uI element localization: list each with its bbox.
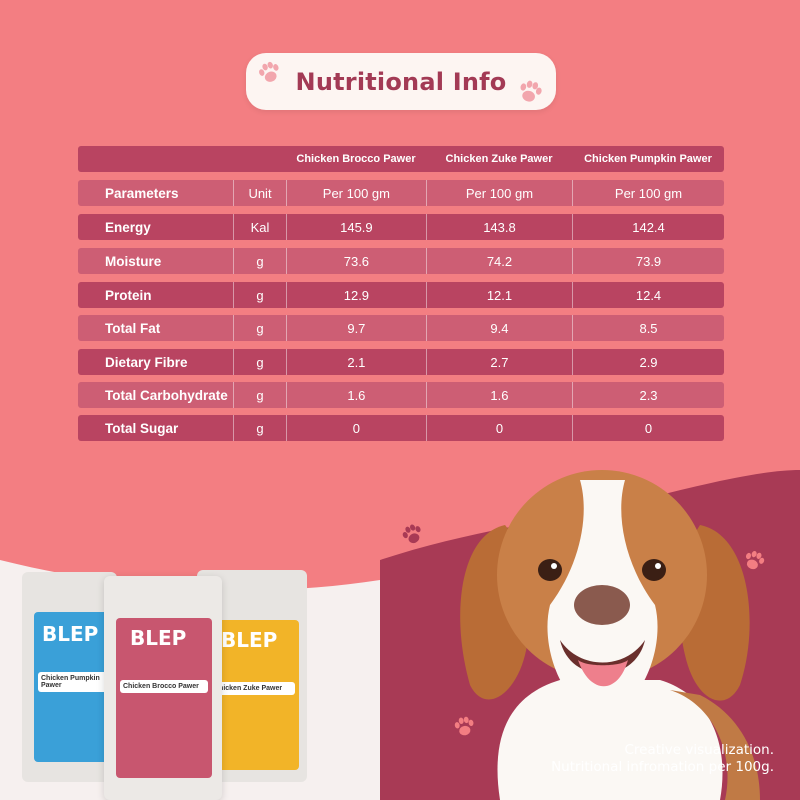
title-badge: Nutritional Info bbox=[246, 53, 556, 110]
paw-print-icon bbox=[454, 716, 474, 736]
row-parameter: Total Carbohydrate bbox=[105, 387, 228, 403]
row-value: 12.9 bbox=[343, 287, 370, 303]
pack-brand: BLEP bbox=[42, 622, 99, 646]
product-name: Chicken Brocco Pawer bbox=[296, 153, 416, 165]
table-row: Energy Kal 145.9 143.8 142.4 bbox=[78, 214, 724, 240]
row-unit: g bbox=[256, 253, 264, 269]
pack-brand: BLEP bbox=[130, 626, 187, 650]
row-value: 0 bbox=[352, 420, 360, 436]
dog-image bbox=[460, 470, 760, 800]
row-parameter: Protein bbox=[105, 287, 152, 303]
pack-brand: BLEP bbox=[221, 628, 278, 652]
row-value: 2.1 bbox=[347, 354, 366, 370]
per-header: Per 100 gm bbox=[465, 185, 534, 201]
pack-name: Chicken Brocco Pawer bbox=[120, 680, 208, 693]
table-row: Total Carbohydrate g 1.6 1.6 2.3 bbox=[78, 382, 724, 408]
paw-print-icon bbox=[402, 524, 421, 544]
row-value: 0 bbox=[495, 420, 504, 436]
table-product-header: Chicken Brocco Pawer Chicken Zuke Pawer … bbox=[78, 146, 724, 172]
row-value: 143.8 bbox=[483, 219, 516, 235]
row-unit: g bbox=[256, 420, 264, 436]
row-value: 9.7 bbox=[347, 320, 366, 336]
row-value: 2.3 bbox=[639, 387, 658, 403]
row-value: 142.4 bbox=[632, 219, 665, 235]
row-value: 9.4 bbox=[490, 320, 509, 336]
row-unit: g bbox=[256, 287, 264, 303]
parameters-header: Parameters bbox=[105, 185, 179, 201]
paw-print-icon bbox=[520, 80, 542, 102]
product-pack: BLEP Chicken Brocco Pawer bbox=[104, 576, 222, 800]
paw-print-icon bbox=[259, 61, 279, 82]
row-unit: g bbox=[256, 354, 264, 370]
row-value: 73.6 bbox=[343, 253, 370, 269]
table-row: Total Fat g 9.7 9.4 8.5 bbox=[78, 315, 724, 341]
product-name: Chicken Zuke Pawer bbox=[445, 153, 553, 165]
row-value: 1.6 bbox=[347, 387, 366, 403]
row-parameter: Dietary Fibre bbox=[105, 354, 188, 370]
pack-name: Chicken Zuke Pawer bbox=[211, 682, 295, 695]
page-title: Nutritional Info bbox=[295, 67, 507, 96]
row-value: 12.4 bbox=[635, 287, 662, 303]
row-unit: g bbox=[256, 320, 264, 336]
row-parameter: Energy bbox=[105, 219, 151, 235]
row-unit: g bbox=[256, 387, 264, 403]
row-value: 1.6 bbox=[490, 387, 509, 403]
row-parameter: Total Sugar bbox=[105, 420, 179, 436]
table-row: Total Sugar g 0 0 0 bbox=[78, 415, 724, 441]
paw-print-icon bbox=[745, 551, 765, 570]
row-unit: Kal bbox=[250, 219, 270, 235]
caption-line-2: Nutritional infromation per 100g. bbox=[551, 759, 774, 775]
row-value: 12.1 bbox=[486, 287, 513, 303]
product-name: Chicken Pumpkin Pawer bbox=[584, 153, 712, 165]
row-parameter: Moisture bbox=[105, 253, 162, 269]
per-header: Per 100 gm bbox=[322, 185, 390, 201]
row-value: 0 bbox=[644, 420, 653, 436]
table-row: Moisture g 73.6 74.2 73.9 bbox=[78, 248, 724, 274]
per-header: Per 100 gm bbox=[614, 185, 683, 201]
caption: Creative visualization. Nutritional infr… bbox=[551, 742, 774, 776]
row-value: 145.9 bbox=[340, 219, 373, 235]
product-pack: BLEP Chicken Pumpkin Pawer bbox=[22, 572, 117, 782]
row-value: 74.2 bbox=[486, 253, 513, 269]
pack-name: Chicken Pumpkin Pawer bbox=[38, 672, 112, 692]
row-value: 2.9 bbox=[639, 354, 658, 370]
row-parameter: Total Fat bbox=[105, 320, 161, 336]
unit-header: Unit bbox=[248, 185, 272, 201]
table-row: Protein g 12.9 12.1 12.4 bbox=[78, 282, 724, 308]
table-row: Dietary Fibre g 2.1 2.7 2.9 bbox=[78, 349, 724, 375]
row-value: 2.7 bbox=[490, 354, 509, 370]
row-value: 8.5 bbox=[639, 320, 658, 336]
row-value: 73.9 bbox=[635, 253, 662, 269]
table-column-header: Parameters Unit Per 100 gm Per 100 gm Pe… bbox=[78, 180, 724, 206]
caption-line-1: Creative visualization. bbox=[624, 742, 774, 758]
product-packs: BLEP Chicken Pumpkin Pawer BLEP Chicken … bbox=[22, 562, 322, 800]
